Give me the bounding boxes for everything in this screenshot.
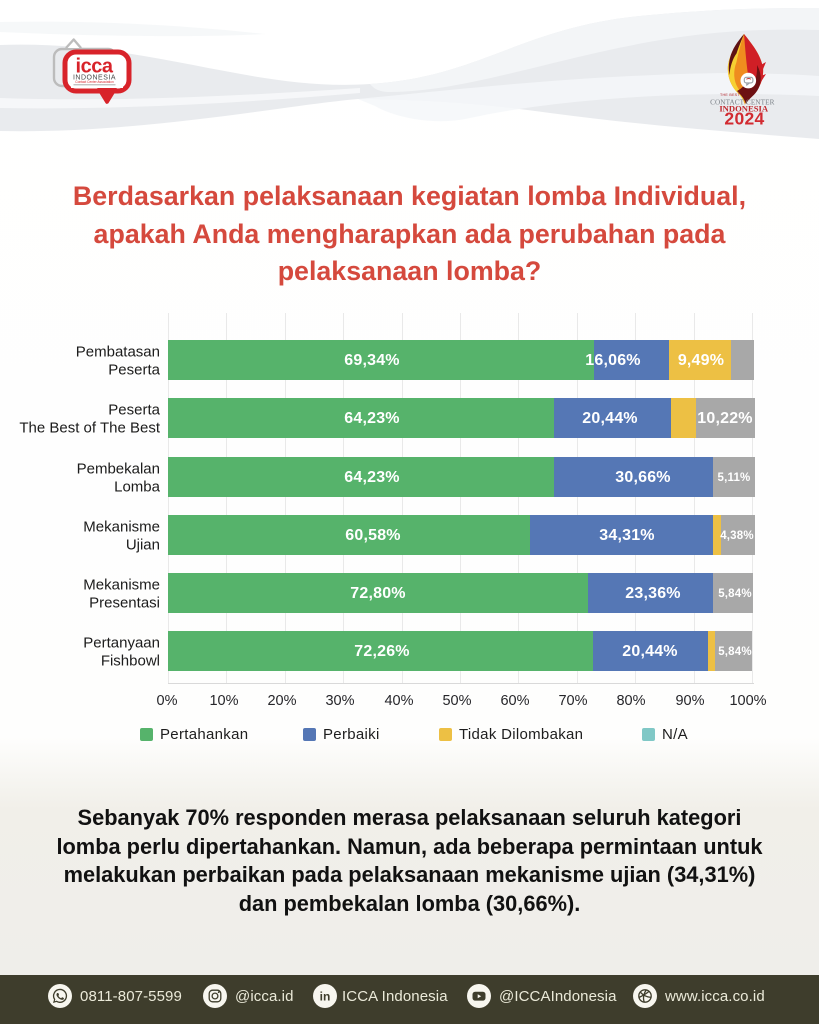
svg-text:icca: icca xyxy=(76,56,114,78)
svg-text:INDONESIA: INDONESIA xyxy=(73,75,116,82)
svg-text:in: in xyxy=(320,989,331,1003)
svg-text:2024: 2024 xyxy=(724,109,764,129)
svg-text:Contact Center Association: Contact Center Association xyxy=(75,80,114,84)
svg-text:THE BEST: THE BEST xyxy=(720,93,740,97)
svg-text:INDONESIA: INDONESIA xyxy=(719,103,769,113)
svg-text:CONTACT CENTER: CONTACT CENTER xyxy=(710,99,774,107)
